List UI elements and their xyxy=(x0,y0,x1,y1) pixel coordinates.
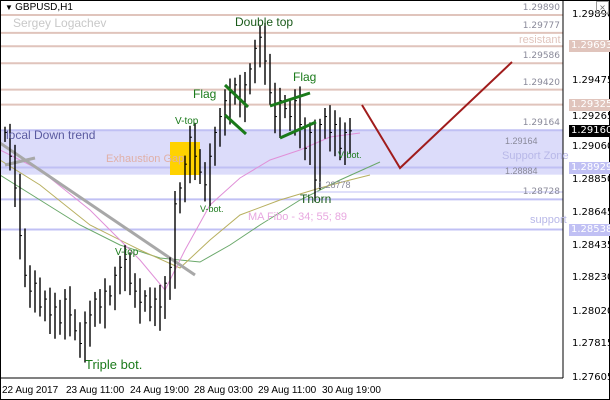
y-tick-label: 1.28020 xyxy=(572,305,610,317)
forecast-path xyxy=(361,61,513,170)
price-bars xyxy=(4,22,352,363)
level-value: 1.29420 xyxy=(522,77,560,88)
y-tick-label: 1.28435 xyxy=(572,239,610,251)
x-tick-label: 30 Aug 19:00 xyxy=(322,385,381,396)
y-tick-label: 1.28645 xyxy=(572,206,610,218)
flag-label-2: Flag xyxy=(293,70,317,84)
levels xyxy=(0,14,563,231)
level-badge: 1.28538 xyxy=(569,223,610,236)
flag-line-2a xyxy=(269,91,311,108)
x-tick-label: 22 Aug 2017 xyxy=(2,385,59,396)
y-tick-label: 1.27605 xyxy=(572,371,610,383)
level-value: 1.29777 xyxy=(522,20,560,31)
level-value: 1.29890 xyxy=(522,3,560,13)
y-tick-label: 1.28850 xyxy=(572,174,610,186)
double-top-label: Double top xyxy=(235,15,294,29)
resistant-label: resistant xyxy=(519,34,561,46)
thorn-low-value: 1.28778 xyxy=(318,180,351,190)
level-value: 1.28728 xyxy=(522,187,560,198)
triple-bottom-label: Triple bot. xyxy=(85,357,143,372)
symbol-text: GBPUSD,H1 xyxy=(15,2,73,13)
level-badge: 1.28929 xyxy=(569,161,610,174)
author-label: Sergey Logachev xyxy=(13,16,107,30)
zone-top-value: 1.29164 xyxy=(505,136,538,146)
y-tick-label: 1.28230 xyxy=(572,272,610,284)
x-tick-label: 24 Aug 19:00 xyxy=(130,385,189,396)
v-top-label-1: V-top xyxy=(175,116,199,127)
flag-label-1: Flag xyxy=(193,87,217,101)
x-tick-label: 29 Aug 11:00 xyxy=(258,385,317,396)
down-trend-line xyxy=(0,141,196,277)
support-label: support xyxy=(530,214,567,226)
support-zone-label: Support Zone xyxy=(502,150,569,162)
flag-line-1a xyxy=(223,83,250,109)
dropdown-triangle-icon[interactable]: ▼ xyxy=(5,3,16,12)
level-value: 1.29586 xyxy=(522,51,560,62)
level-badge: 1.29693 xyxy=(569,40,610,53)
y-tick-label: 1.29475 xyxy=(572,74,610,86)
y-tick-label: 1.29060 xyxy=(572,140,610,152)
level-value: 1.29164 xyxy=(522,118,560,129)
x-tick-label: 28 Aug 03:00 xyxy=(194,385,253,396)
symbol-label: ▼ GBPUSD,H1 xyxy=(5,2,73,14)
window-close-icon[interactable]: × xyxy=(596,1,609,14)
down-trend-label: local Down trend xyxy=(6,128,96,142)
flag-line-1b xyxy=(223,113,248,136)
ma-fibo-label: MA Fibo - 34; 55; 89 xyxy=(248,211,348,223)
ma-55-line xyxy=(0,159,371,269)
current-price-badge: 1.29160 xyxy=(569,124,610,137)
y-tick-label: 1.29265 xyxy=(572,111,610,123)
y-tick-label: 1.29890 xyxy=(572,9,610,20)
thorn-label: Thorn xyxy=(300,192,332,206)
zone-bottom-value: 1.28884 xyxy=(505,166,538,176)
y-tick-label: 1.27815 xyxy=(572,338,610,350)
v-top-label-2: V-top xyxy=(115,247,139,258)
level-badge: 1.29325 xyxy=(569,98,610,111)
v-bot-label-1: V-bot. xyxy=(200,204,224,214)
v-bot-label-2: V-bot. xyxy=(338,150,362,160)
exhaustion-gap-label: Exhaustion Gap xyxy=(106,153,185,165)
flag-line-2b xyxy=(279,120,317,140)
x-tick-label: 23 Aug 11:00 xyxy=(66,385,125,396)
ma-89-line xyxy=(0,161,381,263)
